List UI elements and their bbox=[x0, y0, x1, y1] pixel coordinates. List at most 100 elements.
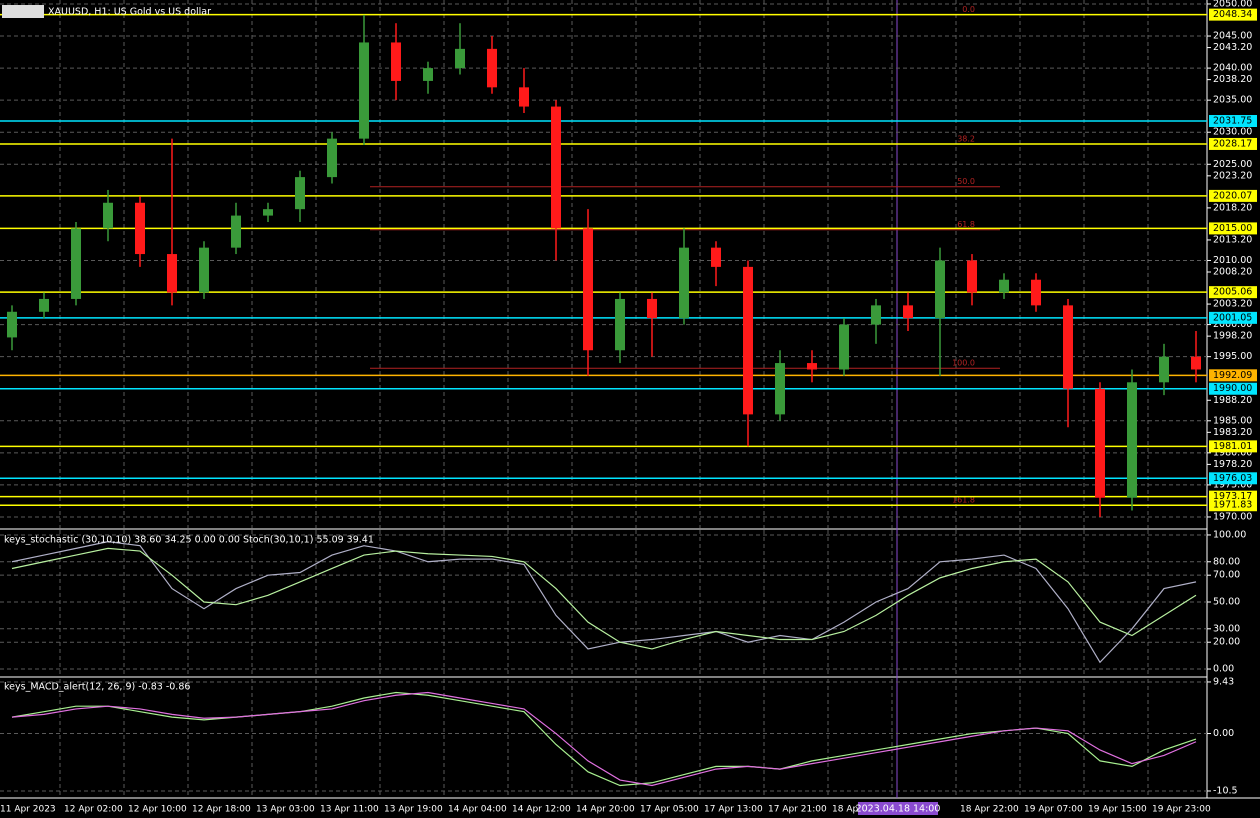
y-tick-label: 0.00 bbox=[1213, 728, 1234, 739]
price-level-label: 1990.00 bbox=[1213, 383, 1252, 394]
candle-body bbox=[263, 209, 273, 216]
indicator-line bbox=[11, 691, 1197, 787]
candle-body bbox=[615, 298, 625, 351]
y-tick-label: 2003.20 bbox=[1213, 299, 1252, 310]
x-tick-label: 17 Apr 05:00 bbox=[640, 805, 699, 815]
y-tick-label: 20.00 bbox=[1213, 637, 1240, 648]
x-tick-label: 13 Apr 19:00 bbox=[384, 805, 443, 815]
candle-body bbox=[231, 215, 241, 248]
y-tick-label: 2010.00 bbox=[1213, 255, 1252, 266]
y-tick-label: 2050.00 bbox=[1213, 0, 1252, 9]
y-tick-label: 2035.00 bbox=[1213, 95, 1252, 106]
candle-body bbox=[423, 68, 433, 81]
candle-body bbox=[583, 228, 593, 351]
y-tick-label: 70.00 bbox=[1213, 570, 1240, 581]
indicator-line bbox=[11, 541, 1197, 664]
toolbar-icon bbox=[2, 5, 44, 18]
y-tick-label: 2013.20 bbox=[1213, 234, 1252, 245]
price-level-label: 1971.83 bbox=[1213, 500, 1252, 511]
price-level-tag bbox=[1209, 115, 1257, 128]
candle-body bbox=[1095, 388, 1105, 498]
candle-body bbox=[967, 260, 977, 293]
y-tick-label: 2045.00 bbox=[1213, 31, 1252, 42]
candle-body bbox=[807, 363, 817, 370]
price-level-label: 1992.09 bbox=[1213, 370, 1252, 381]
price-level-tag bbox=[1209, 382, 1257, 395]
fib-label: 38.2 bbox=[957, 134, 975, 143]
price-level-label: 2028.17 bbox=[1213, 138, 1252, 149]
candle-body bbox=[551, 106, 561, 229]
chart-title: XAUUSD, H1: US Gold vs US dollar bbox=[48, 7, 211, 18]
price-level-label: 1981.01 bbox=[1213, 441, 1252, 452]
candle-body bbox=[167, 254, 177, 293]
candle-body bbox=[647, 298, 657, 319]
y-tick-label: 0.00 bbox=[1213, 664, 1234, 675]
candle-body bbox=[839, 324, 849, 370]
fib-label: 61.8 bbox=[957, 220, 975, 229]
cursor-label: 2023.04.18 14:00 bbox=[856, 804, 941, 815]
y-tick-label: 2008.20 bbox=[1213, 267, 1252, 278]
x-tick-label: 14 Apr 04:00 bbox=[448, 805, 507, 815]
y-tick-label: 1978.20 bbox=[1213, 459, 1252, 470]
x-tick-label: 13 Apr 03:00 bbox=[256, 805, 315, 815]
candle-body bbox=[1159, 356, 1169, 383]
x-tick-label: 12 Apr 18:00 bbox=[192, 805, 251, 815]
y-tick-label: -10.5 bbox=[1213, 785, 1238, 796]
candle-body bbox=[679, 247, 689, 319]
candle-body bbox=[1127, 382, 1137, 498]
candle-body bbox=[455, 48, 465, 69]
candle-body bbox=[743, 266, 753, 415]
price-level-tag bbox=[1209, 286, 1257, 299]
candle-body bbox=[903, 305, 913, 319]
y-tick-label: 30.00 bbox=[1213, 623, 1240, 634]
stochastic-title: keys_stochastic (30,10,10) 38.60 34.25 0… bbox=[4, 535, 374, 546]
price-level-label: 1976.03 bbox=[1213, 473, 1252, 484]
price-level-label: 2031.75 bbox=[1213, 116, 1252, 127]
y-tick-label: 1995.00 bbox=[1213, 351, 1252, 362]
x-tick-label: 11 Apr 2023 bbox=[0, 805, 56, 815]
candle-body bbox=[359, 42, 369, 139]
candle-body bbox=[391, 42, 401, 81]
candle-body bbox=[487, 48, 497, 88]
fib-label: 100.0 bbox=[952, 359, 975, 368]
x-tick-label: 19 Apr 15:00 bbox=[1088, 805, 1147, 815]
candle-body bbox=[39, 298, 49, 312]
price-level-tag bbox=[1209, 472, 1257, 485]
x-tick-label: 14 Apr 12:00 bbox=[512, 805, 571, 815]
y-tick-label: 2025.00 bbox=[1213, 159, 1252, 170]
cursor-label-box bbox=[858, 802, 938, 815]
x-tick-label: 14 Apr 20:00 bbox=[576, 805, 635, 815]
x-tick-label: 12 Apr 10:00 bbox=[128, 805, 187, 815]
price-level-tag bbox=[1209, 311, 1257, 324]
y-tick-label: 2023.20 bbox=[1213, 170, 1252, 181]
y-tick-label: 1988.20 bbox=[1213, 395, 1252, 406]
x-tick-label: 19 Apr 07:00 bbox=[1024, 805, 1083, 815]
macd-title: keys_MACD_alert(12, 26, 9) -0.83 -0.86 bbox=[4, 682, 190, 693]
x-tick-label: 17 Apr 13:00 bbox=[704, 805, 763, 815]
price-level-tag bbox=[1209, 137, 1257, 150]
candle-body bbox=[103, 202, 113, 229]
x-tick-label: 18 Apr 22:00 bbox=[960, 805, 1019, 815]
candle-body bbox=[935, 260, 945, 319]
price-level-label: 2015.00 bbox=[1213, 223, 1252, 234]
price-level-tag bbox=[1209, 189, 1257, 202]
y-tick-label: 1983.20 bbox=[1213, 427, 1252, 438]
indicator-line bbox=[11, 547, 1197, 650]
y-tick-label: 50.00 bbox=[1213, 596, 1240, 607]
candle-body bbox=[999, 279, 1009, 293]
price-level-label: 2005.06 bbox=[1213, 287, 1252, 298]
price-level-tag bbox=[1209, 222, 1257, 235]
y-tick-label: 1998.20 bbox=[1213, 331, 1252, 342]
price-level-tag bbox=[1209, 369, 1257, 382]
price-level-tag bbox=[1209, 8, 1257, 21]
y-tick-label: 2030.00 bbox=[1213, 127, 1252, 138]
price-level-label: 2001.05 bbox=[1213, 312, 1252, 323]
price-level-label: 2048.34 bbox=[1213, 9, 1252, 20]
fib-label: 0.0 bbox=[962, 5, 975, 14]
y-tick-label: 2043.20 bbox=[1213, 42, 1252, 53]
fib-label: 161.8 bbox=[952, 496, 975, 505]
candle-body bbox=[295, 177, 305, 210]
price-level-label: 2020.07 bbox=[1213, 190, 1252, 201]
